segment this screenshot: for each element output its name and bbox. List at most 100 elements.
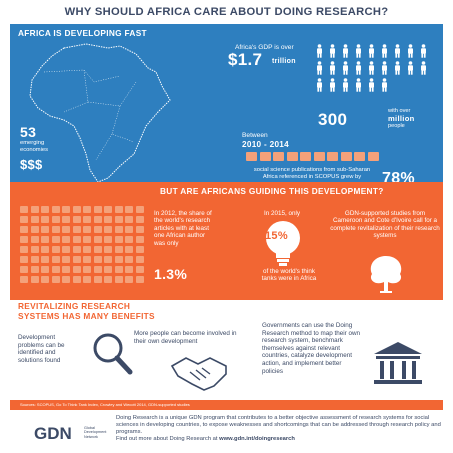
guiding-development-heading: BUT ARE AFRICANS GUIDING THIS DEVELOPMEN… (160, 186, 384, 196)
document-icon (51, 226, 60, 233)
document-icon (83, 236, 91, 243)
document-icon (62, 276, 70, 283)
document-icon (83, 226, 91, 233)
thinktank-intro: In 2015, only (264, 210, 301, 217)
document-icon (72, 266, 81, 273)
document-icon (93, 216, 102, 223)
document-icon (83, 216, 91, 223)
document-icon (51, 206, 60, 213)
document-icon (104, 266, 112, 273)
document-icon (62, 256, 70, 263)
page-title: WHY SHOULD AFRICA CARE ABOUT DOING RESEA… (64, 6, 389, 18)
population-label-million: million (388, 114, 415, 123)
document-icon (20, 206, 28, 213)
person-icon (368, 61, 375, 75)
person-icon (342, 61, 349, 75)
document-icon (72, 236, 81, 243)
benefits-heading: REVITALIZING RESEARCH SYSTEMS HAS MANY B… (18, 301, 155, 321)
footer-description: Doing Research is a unique GDN program t… (116, 415, 446, 443)
dollar-signs: $$$ (20, 157, 43, 172)
benefit-problems-solved: Development problems can be identified a… (18, 334, 65, 364)
document-icon (41, 276, 49, 283)
person-icon (355, 78, 362, 92)
person-icon (394, 61, 401, 75)
document-icon (51, 216, 60, 223)
document-icon (62, 206, 70, 213)
document-icon (93, 226, 102, 233)
document-icon (83, 246, 91, 253)
publication-tile-icon (354, 152, 365, 161)
africa-developing-section: AFRICA IS DEVELOPING FAST Africa's GDP i… (10, 24, 443, 182)
document-icon (30, 256, 39, 263)
document-icon (114, 266, 123, 273)
document-icon (93, 236, 102, 243)
government-building-icon (374, 342, 422, 384)
publications-growth-value: 78% (382, 170, 415, 182)
document-icon (41, 226, 49, 233)
document-icon (51, 256, 60, 263)
document-icon (30, 226, 39, 233)
document-icon (125, 236, 133, 243)
document-icon (135, 216, 144, 223)
person-icon (420, 61, 427, 75)
publication-tile-icon (340, 152, 352, 161)
document-icon (135, 226, 144, 233)
document-icon (51, 276, 60, 283)
population-label-people: people (388, 123, 405, 129)
publications-label: social science publications from sub-Sah… (253, 167, 371, 180)
document-icon (41, 246, 49, 253)
person-icon (329, 78, 336, 92)
person-icon (368, 44, 375, 58)
document-icon (30, 206, 39, 213)
document-icon (93, 246, 102, 253)
person-icon (329, 44, 336, 58)
person-icon (381, 78, 388, 92)
document-icon (135, 276, 144, 283)
person-icon (407, 44, 414, 58)
benefit-people-involved: More people can become involved in their… (134, 330, 237, 345)
document-icon (30, 276, 39, 283)
magnifier-icon (93, 333, 133, 375)
publication-tile-icon (259, 152, 271, 161)
footer-link[interactable]: www.gdn.int/doingresearch (219, 436, 295, 442)
tree-icon (370, 256, 402, 293)
person-icon (368, 78, 375, 92)
document-icon (125, 216, 133, 223)
document-icon (114, 226, 123, 233)
document-icon (93, 206, 102, 213)
gdn-logo-subtitle: Global Development Network (84, 426, 107, 439)
guiding-development-section: BUT ARE AFRICANS GUIDING THIS DEVELOPMEN… (10, 182, 443, 300)
gdp-label: Africa's GDP is over (235, 44, 294, 51)
document-icon (125, 256, 133, 263)
document-icon (20, 246, 28, 253)
document-icon (62, 226, 70, 233)
person-icon (329, 61, 336, 75)
document-icon (62, 216, 70, 223)
document-icon (20, 226, 28, 233)
publication-tile-icon (246, 152, 257, 161)
publication-tile-icon (273, 152, 284, 161)
person-icon (381, 61, 388, 75)
emerging-economies-label: emerging economies (20, 140, 49, 153)
document-icon (93, 276, 102, 283)
document-icon (93, 256, 102, 263)
person-icon (394, 44, 401, 58)
sources-bar: Sources: SCOPUS, Go To Think Tank Index,… (10, 400, 443, 410)
document-icon (41, 256, 49, 263)
document-icon (72, 216, 81, 223)
africa-map-icon (29, 43, 171, 182)
person-icon (342, 78, 349, 92)
document-icon (30, 266, 39, 273)
years-label: 2010 - 2014 (242, 140, 290, 149)
person-icon (316, 44, 323, 58)
document-icon (135, 256, 144, 263)
document-icon (62, 266, 70, 273)
footer: GDN Global Development Network Doing Res… (0, 410, 453, 453)
person-icon (407, 61, 414, 75)
document-icon (104, 226, 112, 233)
document-icon (20, 216, 28, 223)
document-icon (62, 236, 70, 243)
document-icon (20, 256, 28, 263)
africa-developing-heading: AFRICA IS DEVELOPING FAST (18, 28, 147, 38)
